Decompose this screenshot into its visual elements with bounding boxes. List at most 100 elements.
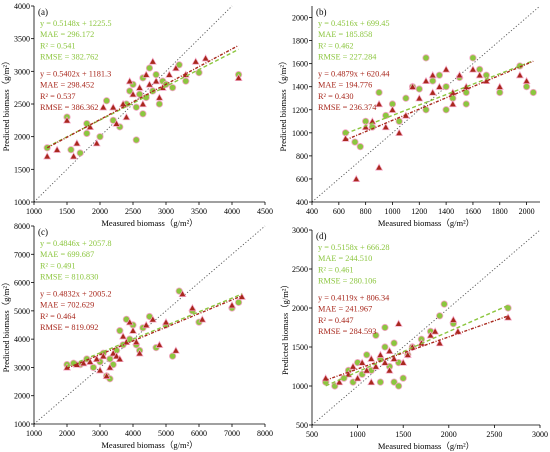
y-tick-label: 4000 [14,2,30,11]
data-point-circle [436,312,444,320]
data-point-circle [182,77,190,85]
data-point-triangle [171,63,180,72]
data-point-triangle [188,303,197,312]
data-point-triangle [422,76,430,85]
y-tick-label: 1000 [14,198,30,207]
stats-green-line: RMSE = 382.762 [40,53,98,62]
y-tick-label: 2000 [14,133,30,142]
stats-red-line: R² = 0.537 [40,92,76,101]
data-point-triangle [99,351,108,360]
x-tick-label: 3500 [191,207,207,216]
stats-green-line: MAE = 185.858 [318,30,372,39]
data-point-circle [103,97,111,105]
x-tick-label: 2000 [59,429,75,438]
y-tick-label: 5000 [14,307,30,316]
stats-green-line: MAE = 244.510 [318,254,372,263]
stats-red-line: RMSE = 236.374 [318,103,377,112]
data-point-circle [375,88,383,97]
data-point-triangle [148,57,157,65]
data-point-circle [395,382,403,390]
x-tick-label: 7000 [224,429,240,438]
one-to-one-line [311,5,541,203]
stats-green-line: RMSE = 280.106 [318,277,376,286]
data-point-triangle [399,358,408,366]
x-tick-label: 3000 [532,430,548,439]
data-point-triangle [403,350,412,358]
data-point-triangle [495,82,504,90]
y-tick-label: 3500 [14,35,30,44]
data-point-triangle [522,76,531,85]
x-tick-label: 1500 [395,430,411,439]
data-point-circle [522,83,531,91]
y-tick-label: 2000 [14,392,30,401]
data-point-triangle [148,315,157,323]
data-point-triangle [390,354,399,362]
data-point-triangle [353,374,362,382]
data-point-triangle [155,93,164,101]
one-to-one-line [311,229,541,426]
red-fit-line [345,60,534,141]
data-point-circle [169,84,177,92]
data-point-circle [381,323,389,332]
y-tick-label: 1000 [292,129,308,138]
data-point-triangle [135,349,144,357]
data-point-triangle [112,351,121,360]
x-tick-label: 4000 [125,429,141,438]
data-point-triangle [132,337,141,346]
y-tick-label: 1600 [292,60,308,69]
data-point-circle [429,77,437,85]
data-point-circle [356,143,364,151]
data-point-triangle [125,318,134,326]
x-tick-label: 1400 [438,207,454,216]
data-point-triangle [86,357,95,365]
stats-red-line: y = 0.5402x + 1181.3 [40,69,111,78]
data-point-circle [76,149,84,157]
y-axis-title: Predicted biomass（g/m²） [1,57,11,152]
data-point-triangle [198,315,207,323]
y-tick-label: 1000 [292,382,308,391]
data-point-triangle [475,71,484,79]
x-tick-label: 1000 [350,430,366,439]
stats-green-line: R² = 0.461 [318,265,354,274]
stats-green-line: RMSE = 227.284 [318,53,377,62]
data-point-triangle [435,338,444,347]
y-tick-label: 1200 [292,106,308,115]
x-tick-label: 2000 [519,207,535,216]
data-point-circle [381,343,389,351]
panel-d: 500 1000 1500 2000 2500 3000 500 1000 1500 2000 25… [280,226,548,451]
data-point-triangle [428,88,437,96]
data-point-triangle [171,346,180,354]
x-tick-label: 5000 [158,429,174,438]
x-tick-label: 2500 [486,430,502,439]
data-point-triangle [395,128,404,136]
data-point-triangle [92,139,101,147]
y-tick-label: 2500 [292,265,308,274]
data-point-triangle [105,363,114,371]
data-point-circle [382,111,390,120]
data-point-circle [155,100,163,108]
data-point-triangle [234,73,243,81]
y-tick-label: 3000 [14,67,30,76]
stats-red-line: RMSE = 819.092 [40,323,98,332]
y-tick-label: 400 [296,198,308,207]
data-point-triangle [442,65,451,73]
one-to-one-line [33,225,266,425]
x-axis-title: Measured biomass（g/m²） [101,440,197,450]
data-point-triangle [371,362,380,370]
data-point-circle [496,88,504,97]
stats-red-line: MAE = 194.776 [318,81,372,90]
panel-label: (c) [38,227,48,237]
data-point-triangle [112,119,121,127]
data-point-circle [195,69,203,77]
data-point-triangle [449,315,458,323]
data-point-circle [376,378,384,386]
data-point-triangle [96,366,104,374]
data-point-triangle [431,327,440,335]
x-tick-label: 4500 [257,207,273,216]
data-point-triangle [380,358,389,366]
stats-red-line: RMSE = 284.593 [318,327,376,336]
data-point-triangle [109,103,118,111]
y-tick-label: 4000 [14,335,30,344]
y-tick-label: 1400 [292,83,308,92]
y-tick-label: 3000 [14,363,30,372]
